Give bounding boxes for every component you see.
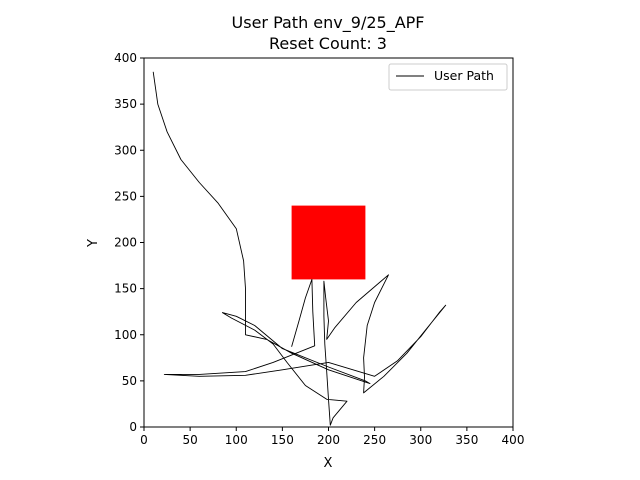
x-tick-label-0: 0: [140, 433, 148, 447]
y-tick-label-7: 350: [114, 97, 137, 111]
series-line-0: [152, 71, 447, 426]
legend-label-user-path: User Path: [434, 68, 494, 83]
x-tick-label-5: 250: [363, 433, 386, 447]
chart-title: User Path env_9/25_APF: [232, 13, 425, 33]
x-axis-label: X: [324, 456, 333, 471]
legend: User Path: [388, 63, 508, 91]
y-tick-label-4: 200: [114, 236, 137, 250]
y-tick-label-0: 0: [129, 420, 137, 434]
y-tick-label-5: 250: [114, 189, 137, 203]
plot-area: 0 50 100 150 200 250 300 350 400 0 50 100 150 200 250 3…: [114, 51, 524, 447]
y-tick-label-6: 300: [114, 143, 137, 157]
x-tick-label-2: 100: [225, 433, 248, 447]
fill-region-0: [291, 205, 366, 280]
chart-subtitle: Reset Count: 3: [269, 34, 387, 53]
x-tick-label-4: 200: [317, 433, 340, 447]
legend-box: [388, 63, 508, 91]
x-tick-label-6: 300: [409, 433, 432, 447]
x-tick-label-3: 150: [271, 433, 294, 447]
x-tick-label-1: 50: [182, 433, 197, 447]
x-tick-label-8: 400: [502, 433, 525, 447]
y-tick-label-3: 150: [114, 282, 137, 296]
y-tick-label-8: 400: [114, 51, 137, 65]
y-tick-label-2: 100: [114, 328, 137, 342]
x-tick-label-7: 350: [455, 433, 478, 447]
y-tick-label-1: 50: [122, 374, 137, 388]
y-axis-label: Y: [86, 239, 101, 248]
